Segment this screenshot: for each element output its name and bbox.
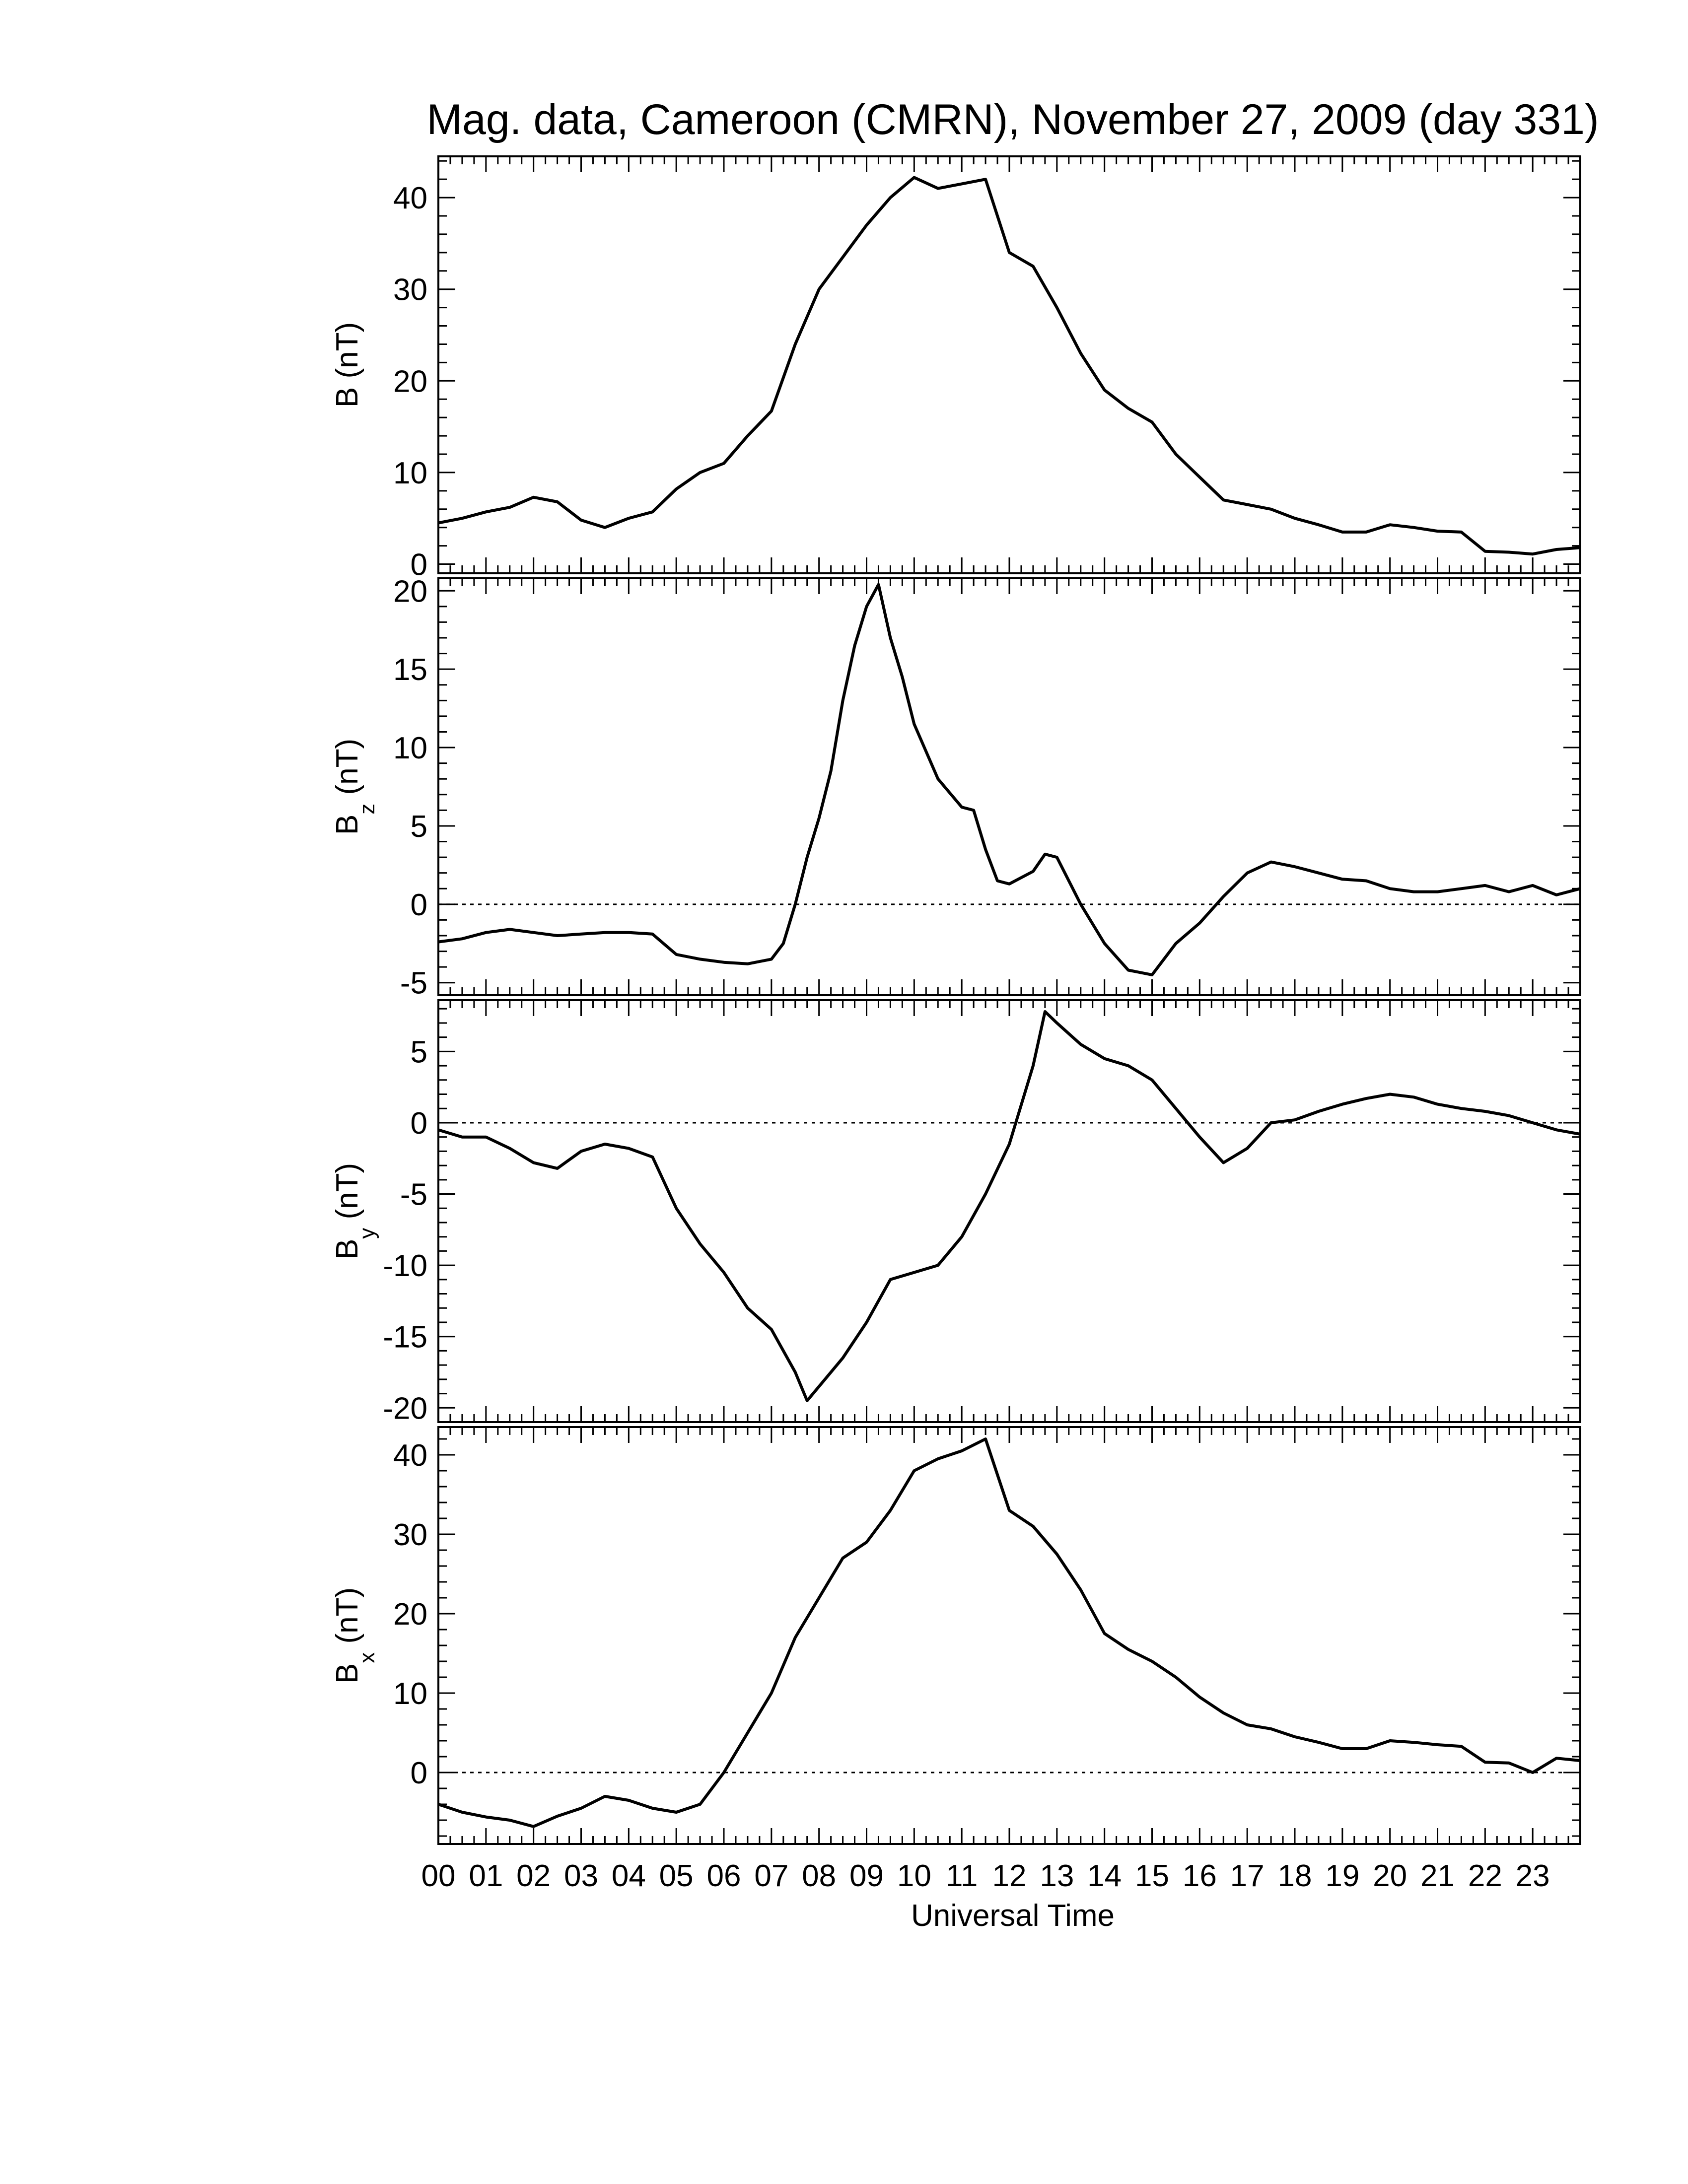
x-tick-label: 22 bbox=[1468, 1859, 1502, 1893]
y-tick-label: 0 bbox=[411, 1756, 427, 1790]
y-tick-label: 40 bbox=[393, 1438, 427, 1473]
y-tick-label: 40 bbox=[393, 181, 427, 215]
y-tick-label: 5 bbox=[411, 810, 427, 844]
x-tick-label: 15 bbox=[1135, 1859, 1169, 1893]
y-tick-label: 10 bbox=[393, 456, 427, 490]
y-tick-label: -10 bbox=[383, 1249, 427, 1283]
y-tick-label: 20 bbox=[393, 574, 427, 609]
panel-frame bbox=[437, 999, 1581, 1423]
x-tick-label: 02 bbox=[516, 1859, 551, 1893]
y-axis-label: Bx (nT) bbox=[330, 1587, 379, 1684]
y-tick-label: 20 bbox=[393, 364, 427, 399]
x-tick-label: 08 bbox=[802, 1859, 836, 1893]
panels: 0 10 20 30 40 B (nT) -5 0 5 10 15 20 Bz (nT) -20 -15 -1… bbox=[330, 155, 1581, 1845]
x-tick-label: 23 bbox=[1516, 1859, 1550, 1893]
chart-title: Mag. data, Cameroon (CMRN), November 27,… bbox=[426, 96, 1599, 143]
panel-frame bbox=[437, 1426, 1581, 1845]
x-tick-label: 05 bbox=[659, 1859, 694, 1893]
x-tick-labels: 00 01 02 03 04 05 06 07 08 09 10 11 12 13 14 15 16 17 18 19… bbox=[422, 1859, 1550, 1893]
y-tick-label: 10 bbox=[393, 1677, 427, 1711]
y-axis-label: B (nT) bbox=[330, 322, 364, 408]
x-tick-label: 12 bbox=[992, 1859, 1027, 1893]
x-tick-label: 00 bbox=[422, 1859, 456, 1893]
panel-by: -20 -15 -10 -5 0 5 By (nT) bbox=[330, 999, 1581, 1426]
x-tick-label: 03 bbox=[564, 1859, 598, 1893]
y-tick-label: 0 bbox=[411, 888, 427, 922]
y-tick-label: 20 bbox=[393, 1597, 427, 1632]
series-line-bz bbox=[438, 583, 1581, 976]
y-tick-label: 15 bbox=[393, 653, 427, 687]
y-tick-label: -20 bbox=[383, 1391, 427, 1426]
x-tick-label: 18 bbox=[1278, 1859, 1312, 1893]
x-tick-label: 17 bbox=[1230, 1859, 1265, 1893]
y-tick-label: -5 bbox=[400, 1178, 427, 1212]
series-line-bx bbox=[438, 1437, 1581, 1828]
y-axis-label: Bz (nT) bbox=[330, 739, 379, 835]
x-tick-label: 09 bbox=[849, 1859, 884, 1893]
y-tick-label: 5 bbox=[411, 1035, 427, 1069]
x-tick-label: 10 bbox=[897, 1859, 931, 1893]
x-tick-label: 19 bbox=[1325, 1859, 1359, 1893]
x-tick-label: 20 bbox=[1373, 1859, 1407, 1893]
panel-b: 0 10 20 30 40 B (nT) bbox=[330, 155, 1581, 582]
x-tick-label: 04 bbox=[612, 1859, 646, 1893]
y-tick-label: -5 bbox=[400, 966, 427, 1001]
x-tick-label: 06 bbox=[707, 1859, 741, 1893]
x-tick-label: 16 bbox=[1183, 1859, 1217, 1893]
x-tick-label: 01 bbox=[469, 1859, 503, 1893]
panel-bx: 0 10 20 30 40 Bx (nT) bbox=[330, 1426, 1581, 1845]
panel-bz: -5 0 5 10 15 20 Bz (nT) bbox=[330, 574, 1581, 1001]
y-tick-label: 30 bbox=[393, 1518, 427, 1552]
x-tick-label: 07 bbox=[754, 1859, 788, 1893]
x-tick-label: 13 bbox=[1040, 1859, 1074, 1893]
x-tick-label: 11 bbox=[946, 1859, 978, 1893]
x-tick-label: 21 bbox=[1420, 1859, 1455, 1893]
panel-frame bbox=[437, 155, 1581, 574]
y-axis-label: By (nT) bbox=[330, 1163, 379, 1259]
x-axis-label: Universal Time bbox=[911, 1899, 1115, 1933]
series-line-b bbox=[438, 176, 1581, 556]
series-line-by bbox=[438, 1010, 1581, 1402]
y-tick-label: -15 bbox=[383, 1320, 427, 1355]
y-tick-label: 30 bbox=[393, 273, 427, 307]
y-tick-label: 10 bbox=[393, 731, 427, 765]
y-tick-label: 0 bbox=[411, 548, 427, 582]
y-tick-label: 0 bbox=[411, 1106, 427, 1141]
x-tick-label: 14 bbox=[1087, 1859, 1122, 1893]
